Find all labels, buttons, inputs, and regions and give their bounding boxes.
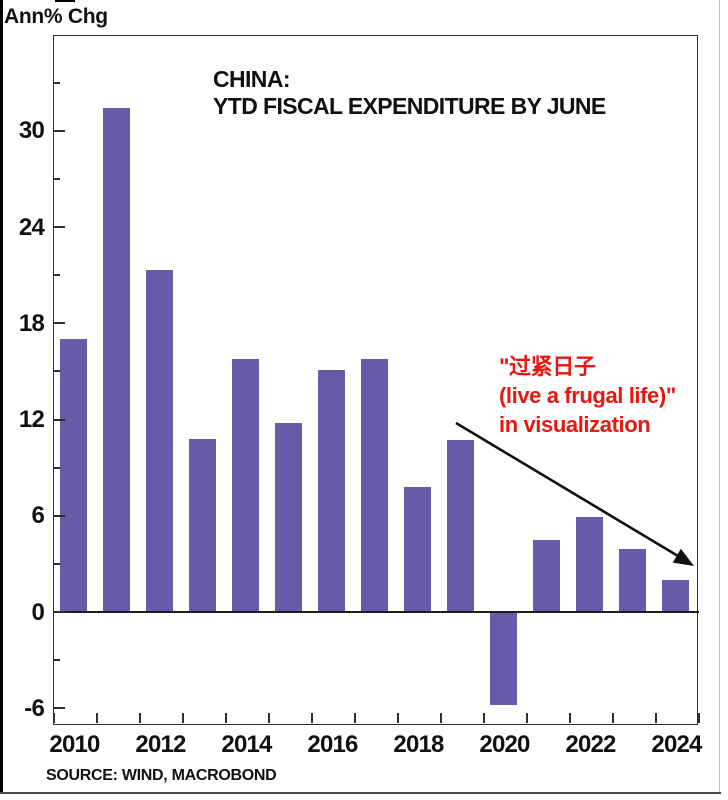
y-tick-label-30: 30 xyxy=(18,117,45,145)
bar-2015 xyxy=(275,422,303,613)
y-tick-label-6: 6 xyxy=(31,502,44,530)
y-tick-label-24: 24 xyxy=(18,213,45,241)
y-tick-label-18: 18 xyxy=(18,309,45,337)
y-tick--6 xyxy=(54,707,65,710)
left-border-line xyxy=(0,0,3,793)
annotation-line1: "过紧日子 xyxy=(499,354,596,379)
x-tick-label-2012: 2012 xyxy=(135,731,186,758)
bar-2016 xyxy=(318,369,346,613)
bottom-border-line xyxy=(0,792,721,794)
bar-2021 xyxy=(533,539,561,613)
x-tick-11 xyxy=(526,712,528,723)
bar-2024 xyxy=(662,579,690,613)
y-minortick-15 xyxy=(54,370,60,373)
bar-2014 xyxy=(232,358,260,613)
bar-2012 xyxy=(146,270,174,613)
y-tick-0 xyxy=(54,611,65,614)
y-tick-label-0: 0 xyxy=(31,598,44,626)
x-tick-3 xyxy=(182,712,184,723)
x-tick-label-2020: 2020 xyxy=(479,731,530,758)
chart-title-line1: CHINA: xyxy=(213,66,290,92)
y-tick-30 xyxy=(54,129,65,132)
y-minortick-33 xyxy=(54,81,60,84)
x-tick-2 xyxy=(139,712,141,723)
annotation-text: "过紧日子 (live a frugal life)" in visualiza… xyxy=(499,352,676,439)
chart-title: CHINA: YTD FISCAL EXPENDITURE BY JUNE xyxy=(213,66,606,120)
bar-2011 xyxy=(103,108,131,613)
bar-2013 xyxy=(189,438,217,613)
x-tick-label-2024: 2024 xyxy=(651,731,702,758)
y-tick-label--6: -6 xyxy=(24,694,45,722)
source-text: SOURCE: WIND, MACROBOND xyxy=(46,767,277,784)
zero-axis-line xyxy=(54,611,699,614)
x-tick-13 xyxy=(612,712,614,723)
annotation-line2: (live a frugal life)" xyxy=(499,383,676,408)
annotation-line3: in visualization xyxy=(499,412,651,437)
x-tick-label-2010: 2010 xyxy=(49,731,100,758)
x-tick-8 xyxy=(397,712,399,723)
y-tick-12 xyxy=(54,418,65,421)
bar-2010 xyxy=(60,339,88,613)
bar-2019 xyxy=(447,440,475,613)
y-tick-label-12: 12 xyxy=(18,406,45,434)
top-edge-mark xyxy=(55,0,75,2)
x-tick-label-2022: 2022 xyxy=(565,731,616,758)
x-tick-14 xyxy=(655,712,657,723)
y-axis-unit-label: Ann% Chg xyxy=(4,5,108,28)
x-tick-label-2016: 2016 xyxy=(307,731,358,758)
y-tick-18 xyxy=(54,322,65,325)
x-tick-6 xyxy=(311,712,313,723)
x-tick-label-2014: 2014 xyxy=(221,731,272,758)
y-minortick-21 xyxy=(54,274,60,277)
chart-title-line2: YTD FISCAL EXPENDITURE BY JUNE xyxy=(213,93,606,119)
right-border-line xyxy=(719,0,720,794)
y-minortick-3 xyxy=(54,562,60,565)
x-tick-15 xyxy=(698,712,700,723)
x-tick-4 xyxy=(225,712,227,723)
y-minortick-9 xyxy=(54,466,60,469)
bar-2018 xyxy=(404,486,432,613)
x-tick-label-2018: 2018 xyxy=(393,731,444,758)
bar-2023 xyxy=(619,549,647,613)
x-tick-0 xyxy=(53,712,55,723)
y-minortick-27 xyxy=(54,177,60,180)
bar-2020 xyxy=(490,612,518,706)
y-tick-24 xyxy=(54,225,65,228)
bar-2022 xyxy=(576,517,604,613)
x-tick-1 xyxy=(96,712,98,723)
y-minortick--3 xyxy=(54,659,60,662)
y-tick-6 xyxy=(54,514,65,517)
bar-2017 xyxy=(361,358,389,613)
x-tick-12 xyxy=(569,712,571,723)
x-tick-5 xyxy=(268,712,270,723)
x-tick-9 xyxy=(440,712,442,723)
x-tick-7 xyxy=(354,712,356,723)
x-tick-10 xyxy=(483,712,485,723)
